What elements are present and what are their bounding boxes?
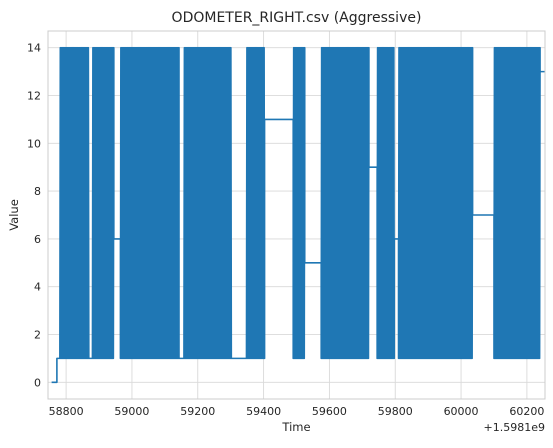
- tick-labels: 58800 59000 59200 59400 59600 59800 60000 60200…: [27, 42, 544, 418]
- x-tick-label: 59800: [378, 405, 413, 418]
- x-tick-label: 59200: [180, 405, 215, 418]
- y-tick-label: 4: [34, 281, 41, 294]
- plot-frame: [47, 30, 546, 400]
- y-tick-label: 2: [34, 328, 41, 341]
- x-tick-label: 59000: [114, 405, 149, 418]
- series-path: [51, 46, 545, 384]
- x-tick-label: 59600: [312, 405, 347, 418]
- y-tick-label: 12: [27, 90, 41, 103]
- x-tick-label: 59400: [246, 405, 281, 418]
- x-tick-label: 60200: [509, 405, 544, 418]
- y-tick-label: 10: [27, 137, 41, 150]
- series-line: [51, 46, 545, 384]
- x-tick-label: 58800: [49, 405, 84, 418]
- y-axis-label: Value: [7, 199, 21, 231]
- x-offset-label: +1.5981e9: [484, 421, 545, 434]
- y-tick-label: 6: [34, 233, 41, 246]
- y-tick-label: 14: [27, 42, 41, 55]
- chart-title: ODOMETER_RIGHT.csv (Aggressive): [172, 10, 422, 26]
- x-tick-label: 60000: [444, 405, 479, 418]
- y-tick-label: 0: [34, 376, 41, 389]
- x-axis-label: Time: [281, 420, 310, 434]
- y-tick-label: 8: [34, 185, 41, 198]
